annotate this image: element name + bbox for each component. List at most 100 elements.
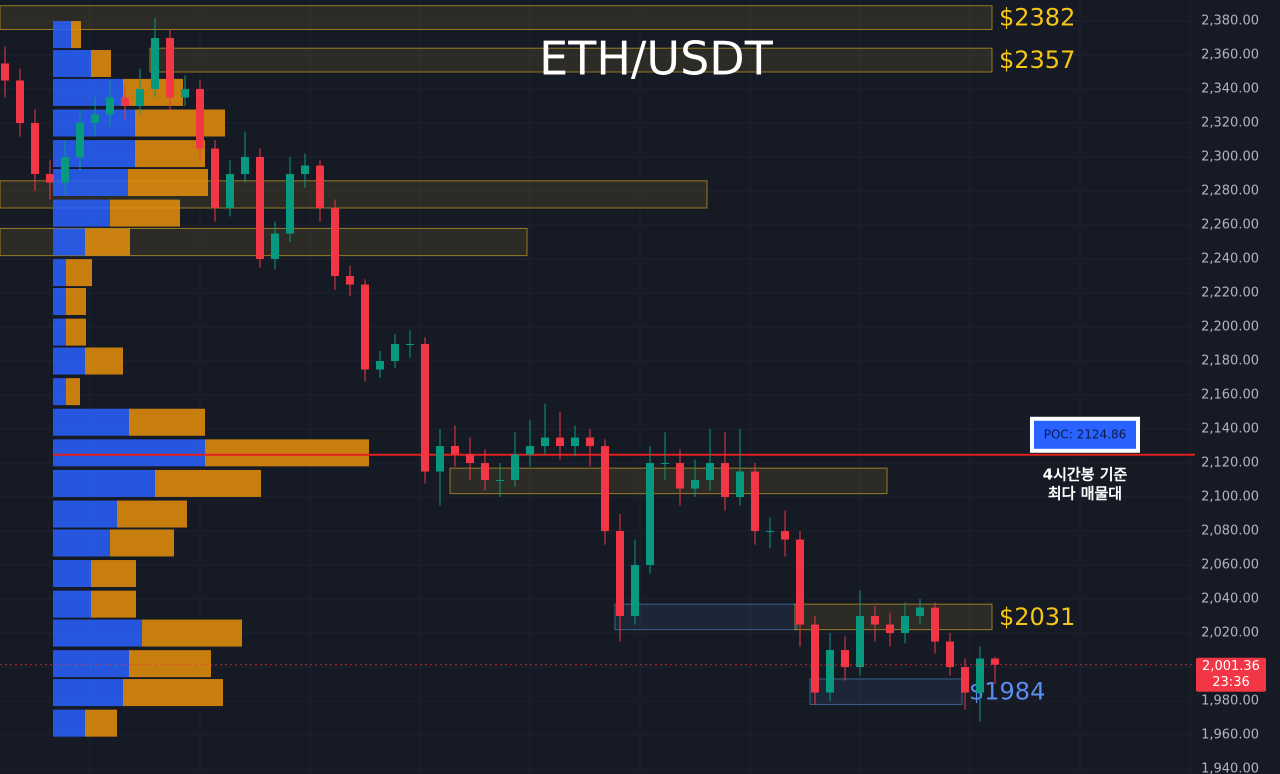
profile-sell [71,21,81,49]
candle-body [481,463,489,481]
y-tick-label: 2,200.00 [1201,320,1259,335]
y-tick-label: 2,040.00 [1201,592,1259,607]
candle-body [841,650,849,668]
profile-sell [128,169,208,197]
candle-body [406,344,414,346]
profile-buy [53,560,91,588]
zone [149,47,993,73]
candle-body [31,123,39,175]
zone [809,678,963,705]
candle-body [436,446,444,472]
profile-sell [66,259,92,287]
candle-body [196,89,204,149]
candle-body [361,284,369,370]
candle-body [136,89,144,107]
profile-buy [53,378,66,406]
candle-body [181,89,189,98]
zone [614,603,798,631]
profile-sell [123,679,223,707]
candle-body [301,165,309,175]
candle-body [271,233,279,260]
y-tick-label: 2,100.00 [1201,490,1259,505]
profile-sell [85,347,123,375]
profile-sell [91,50,111,78]
y-tick-label: 2,180.00 [1201,354,1259,369]
y-tick-label: 2,300.00 [1201,150,1259,165]
candle-body [466,454,474,464]
y-tick-label: 2,160.00 [1201,388,1259,403]
profile-buy [53,259,66,287]
profile-buy [53,529,110,557]
profile-buy [53,590,91,618]
profile-sell [110,529,174,557]
candle-body [76,123,84,158]
candle-body [826,650,834,693]
candle-body [646,463,654,566]
poc-box [1030,416,1140,453]
candle-body [691,480,699,489]
profile-sell [205,439,369,467]
zone-label: $2382 [999,4,1075,32]
candle-body [286,174,294,234]
candle-body [256,157,264,260]
profile-buy [53,50,91,78]
candle-body [511,454,519,481]
y-tick-label: 1,980.00 [1201,694,1259,709]
candle-body [946,641,954,668]
candle-body [931,607,939,642]
y-tick-label: 2,060.00 [1201,558,1259,573]
y-tick-label: 2,140.00 [1201,422,1259,437]
profile-buy [53,439,205,467]
candle-body [346,276,354,285]
y-tick-label: 2,120.00 [1201,456,1259,471]
candle-body [796,539,804,625]
candle-body [1,63,9,81]
profile-sell [91,590,136,618]
candle-body [676,463,684,489]
candle-body [16,80,24,124]
y-tick-label: 1,960.00 [1201,728,1259,743]
candle-body [166,37,174,98]
profile-sell [85,228,130,256]
y-tick-label: 1,940.00 [1201,762,1259,774]
countdown: 23:36 [1212,675,1249,690]
y-tick-label: 2,360.00 [1201,48,1259,63]
candle-body [106,97,114,115]
candle-body [751,471,759,532]
candle-body [991,658,999,665]
candle-body [526,446,534,455]
profile-sell [155,469,261,497]
candle-body [631,565,639,617]
y-tick-label: 2,020.00 [1201,626,1259,641]
candle-body [226,174,234,209]
candle-body [601,446,609,532]
profile-buy [53,709,85,737]
profile-sell [110,199,180,227]
profile-buy [53,199,110,227]
last-price-label: 2,001.36 [1202,659,1260,674]
candle-body [901,616,909,634]
poc-note: 4시간봉 기준 [1043,465,1128,483]
candle-body [241,157,249,175]
candle-body [121,97,129,107]
profile-sell [66,288,86,316]
candle-body [736,471,744,498]
profile-buy [53,288,66,316]
candle-body [91,114,99,124]
y-tick-label: 2,260.00 [1201,218,1259,233]
profile-sell [66,318,86,346]
zone-label: $2357 [999,46,1075,74]
candle-body [541,437,549,447]
poc-label: POC: 2124.86 [1044,427,1127,441]
profile-buy [53,469,155,497]
candle-body [916,607,924,617]
y-tick-label: 2,280.00 [1201,184,1259,199]
candle-body [706,463,714,481]
profile-buy [53,109,135,137]
candle-body [211,148,219,209]
candle-body [61,157,69,183]
last-price-tag [1196,657,1266,692]
candle-body [151,37,159,90]
